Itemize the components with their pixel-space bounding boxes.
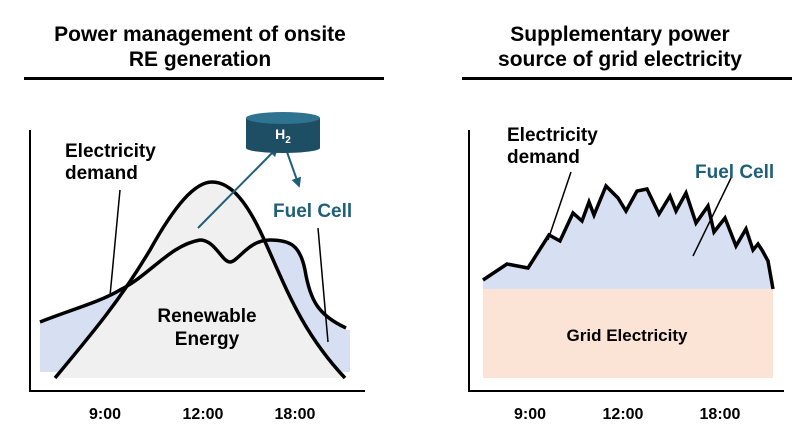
left-demand-curve — [39, 238, 347, 330]
left-panel-title: Power management of onsite RE generation — [20, 22, 380, 72]
right-panel-title: Supplementary power source of grid elect… — [440, 22, 800, 72]
left-title-line1: Power management of onsite — [54, 23, 346, 46]
right-fuel-cell-leader — [692, 177, 732, 257]
h2-label: H — [275, 126, 285, 142]
left-x-tick: 18:00 — [275, 406, 316, 423]
left-demand-label-1: Electricity — [65, 141, 156, 162]
right-x-tick: 9:00 — [514, 406, 546, 423]
right-fuel-cell-label: Fuel Cell — [695, 162, 774, 183]
right-chart: Electricity demand Fuel Cell Grid Electr… — [468, 125, 784, 423]
svg-text:H2: H2 — [275, 126, 291, 146]
left-renewable-label-2: Energy — [175, 329, 240, 350]
left-renewable-curve — [53, 180, 347, 380]
left-x-tick: 9:00 — [89, 406, 121, 423]
left-renewable-label-1: Renewable — [157, 306, 256, 327]
left-arrow-from-h2 — [286, 151, 302, 188]
grid-electricity-label: Grid Electricity — [567, 326, 688, 345]
right-x-tick: 12:00 — [603, 406, 644, 423]
left-demand-label-2: demand — [65, 163, 138, 184]
right-fuel-cell-area — [483, 186, 773, 289]
left-fuel-cell-label: Fuel Cell — [273, 201, 352, 222]
left-chart: H2 Electricity demand Renewable Energy F… — [29, 112, 365, 423]
right-title-line1: Supplementary power — [510, 23, 730, 46]
left-arrow-to-h2 — [197, 146, 279, 229]
left-renewable-area — [55, 182, 345, 378]
h2-subscript: 2 — [285, 135, 291, 146]
left-fuel-cell-leader — [317, 227, 329, 343]
right-demand-label-1: Electricity — [507, 125, 598, 146]
right-title-line2: source of grid electricity — [498, 48, 742, 71]
grid-electricity-area — [483, 289, 773, 378]
left-demand-leader — [109, 189, 121, 297]
right-x-tick: 18:00 — [700, 406, 741, 423]
h2-tank-icon: H2 — [246, 112, 320, 153]
left-title-rule — [24, 77, 384, 80]
left-x-tick: 12:00 — [183, 406, 224, 423]
left-title-line2: RE generation — [128, 48, 272, 71]
right-demand-leader — [547, 171, 572, 241]
right-title-rule — [462, 77, 792, 80]
right-demand-curve — [482, 182, 775, 290]
right-demand-label-2: demand — [507, 147, 580, 168]
